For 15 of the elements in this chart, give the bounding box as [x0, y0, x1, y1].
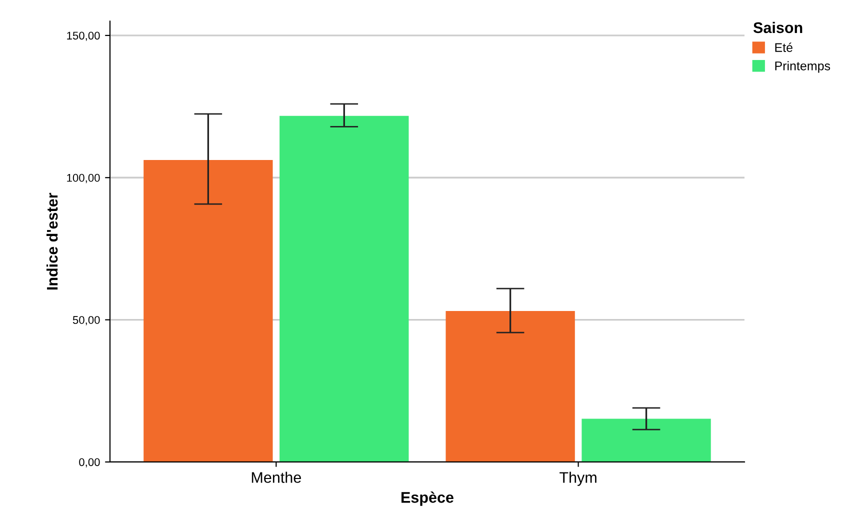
y-tick-label: 50,00: [72, 316, 100, 326]
legend-title: Saison: [753, 22, 802, 34]
x-axis-title: Espèce: [402, 491, 454, 506]
legend-label: Printemps: [775, 61, 830, 73]
y-axis-title: Indice d'ester: [46, 192, 58, 290]
legend-label: Eté: [775, 42, 792, 52]
y-tick-label: 100,00: [67, 174, 100, 184]
bar: [280, 116, 409, 462]
x-tick-label: Menthe: [252, 472, 301, 483]
y-tick-label: 150,00: [67, 32, 100, 41]
x-tick-label: Thym: [560, 472, 596, 486]
bar: [582, 418, 711, 462]
bar: [144, 160, 273, 462]
bar: [446, 310, 575, 462]
y-tick-label: 0,00: [79, 458, 100, 468]
